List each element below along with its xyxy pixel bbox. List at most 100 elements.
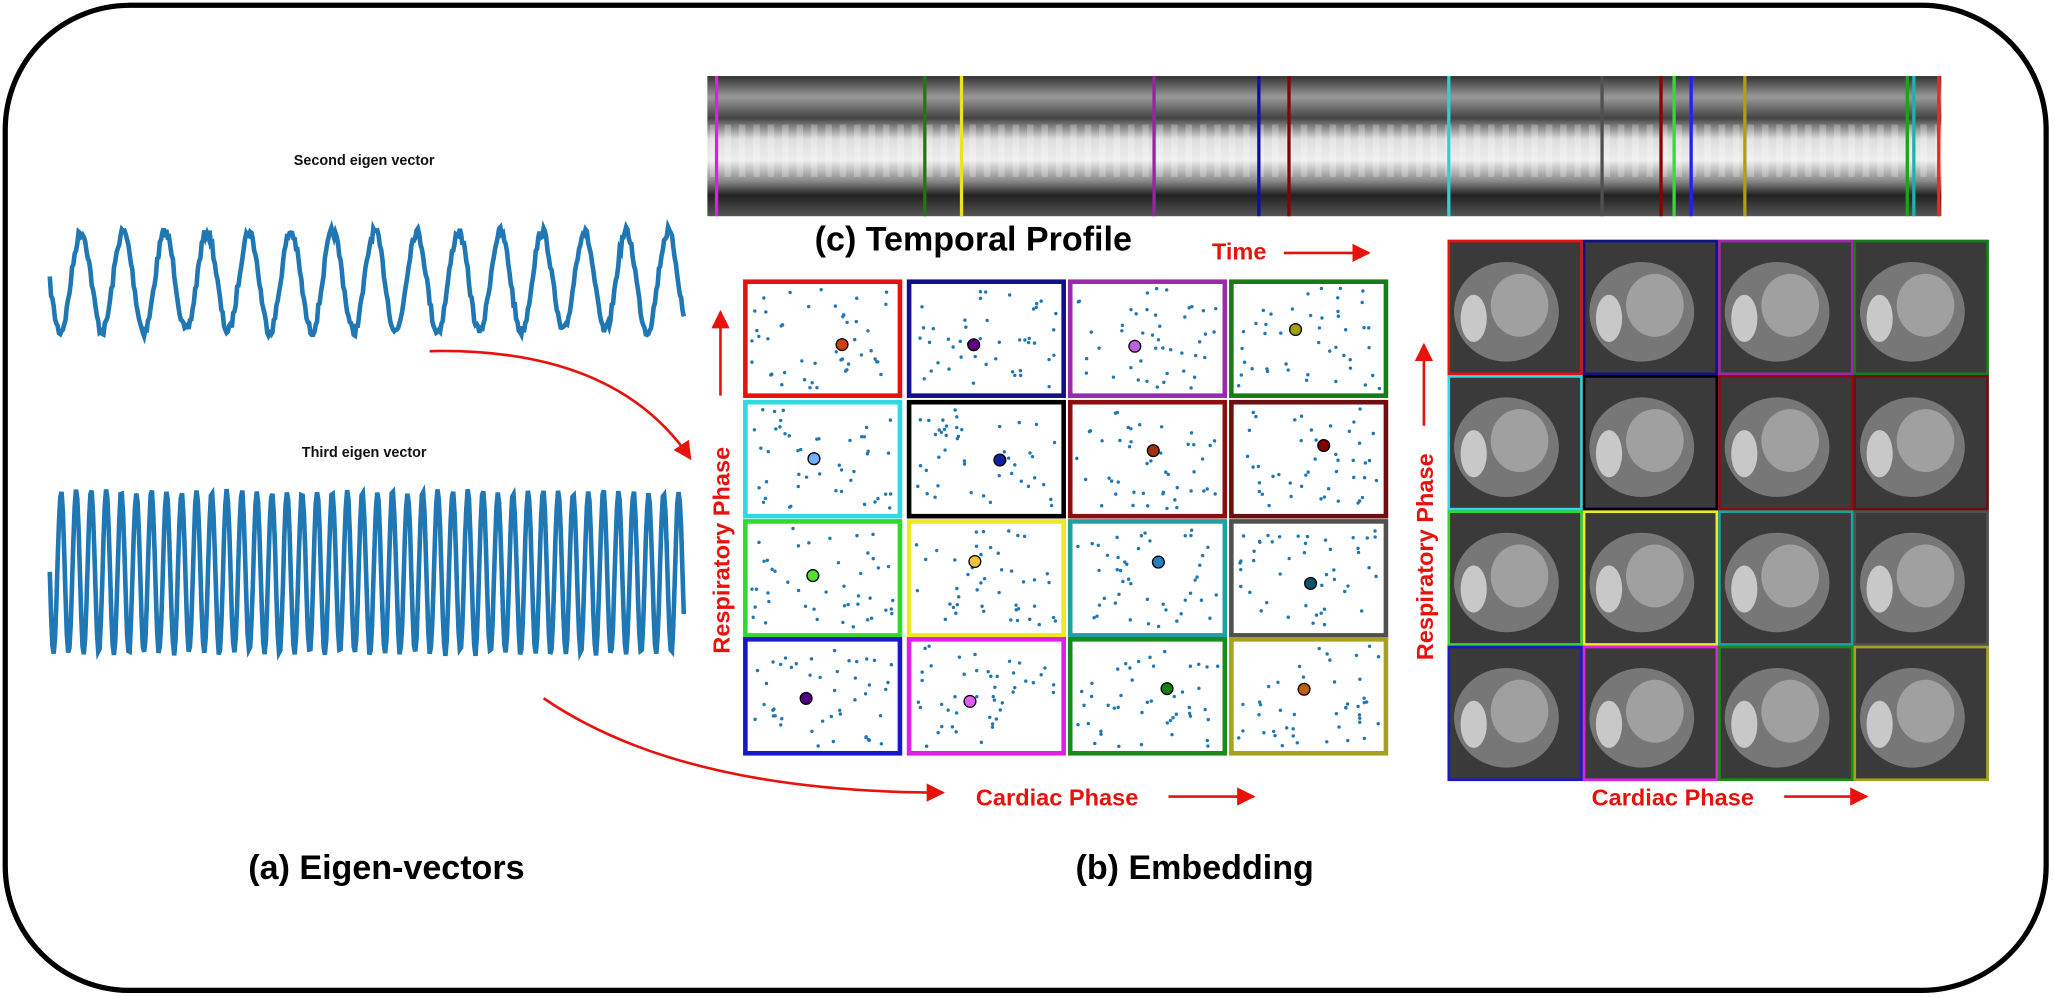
scatter-dot <box>876 496 880 501</box>
scatter-dot <box>1216 664 1220 668</box>
scatter-dot <box>1114 492 1118 496</box>
profile-stripe <box>1733 124 1740 177</box>
scatter-dot <box>763 496 768 501</box>
profile-stripe <box>1661 124 1668 177</box>
scatter-dot <box>1128 618 1132 622</box>
scatter-dot <box>1149 699 1153 703</box>
scatter-dot <box>1346 584 1350 588</box>
scatter-dot <box>1183 534 1187 538</box>
scatter-dot <box>1373 529 1377 533</box>
scatter-dot <box>1129 365 1133 370</box>
scatter-dot <box>1139 742 1144 747</box>
scatter-dot <box>853 676 858 680</box>
scatter-dot <box>1124 661 1128 666</box>
mri-structure <box>1866 565 1893 613</box>
scatter-dot <box>764 310 768 314</box>
scatter-dot <box>1362 476 1367 480</box>
scatter-dot <box>867 683 872 687</box>
scatter-dot <box>1186 442 1190 446</box>
scatter-dot <box>846 602 850 607</box>
scatter-dot <box>1187 705 1191 710</box>
scatter-dot <box>1095 614 1099 618</box>
scatter-dot <box>1208 443 1212 448</box>
scatter-dot <box>918 705 923 710</box>
scatter-dot <box>936 484 940 488</box>
scatter-dot <box>1198 563 1202 567</box>
scatter-dot <box>1320 316 1324 320</box>
scatter-dot <box>1247 428 1252 433</box>
mri-structure <box>1731 565 1758 613</box>
scatter-dot <box>939 430 944 434</box>
scatter-dot <box>978 296 983 301</box>
scatter-dot <box>915 588 920 593</box>
scatter-dot <box>1206 744 1210 748</box>
scatter-dot <box>1000 701 1005 705</box>
scatter-dot <box>834 350 838 354</box>
mri-structure <box>1490 273 1549 337</box>
scatter-dot <box>1123 560 1127 564</box>
profile-stripe <box>1171 124 1178 177</box>
scatter-dot <box>778 418 783 423</box>
scatter-dot <box>1319 611 1323 615</box>
scatter-dot <box>1319 286 1324 291</box>
scatter-dot <box>1320 583 1324 588</box>
profile-stripe <box>1531 124 1538 177</box>
scatter-dot <box>852 469 856 474</box>
scatter-dot <box>767 599 771 604</box>
scatter-dot <box>1236 383 1241 388</box>
scatter-dot <box>979 581 983 585</box>
scatter-dot <box>1045 572 1050 576</box>
scatter-dot <box>1343 328 1348 332</box>
scatter-dot <box>1129 582 1133 586</box>
scatter-dot <box>1037 622 1041 627</box>
scatter-dot <box>838 708 842 712</box>
scatter-dot <box>1097 568 1101 573</box>
scatter-dot <box>1212 330 1216 334</box>
selected-point <box>1317 438 1331 453</box>
profile-stripe <box>1156 124 1164 177</box>
scatter-dot <box>829 714 834 719</box>
scatter-dot <box>1291 727 1295 731</box>
scatter-dot <box>1013 373 1017 378</box>
profile-stripe <box>1228 124 1236 177</box>
scatter-dot <box>1295 741 1299 745</box>
scatter-dot <box>1034 305 1038 310</box>
scatter-dot <box>992 698 997 702</box>
scatter-dot <box>794 662 798 666</box>
mri-structure <box>1731 700 1758 748</box>
scatter-dot <box>1334 452 1338 457</box>
scatter-dot <box>1206 717 1210 722</box>
scatter-dot <box>1145 291 1150 295</box>
scatter-dot <box>876 566 881 570</box>
profile-stripe <box>1632 124 1639 177</box>
scatter-dot <box>1190 304 1194 309</box>
scatter-dot <box>1371 373 1375 378</box>
scatter-dot <box>778 425 782 429</box>
scatter-dot <box>997 424 1002 429</box>
scatter-dot <box>1099 504 1104 508</box>
embedding-cell <box>743 399 903 519</box>
scatter-dot <box>1269 312 1273 316</box>
scatter-dot <box>1034 301 1039 306</box>
profile-stripe <box>1041 124 1048 177</box>
scatter-dot <box>1237 736 1241 740</box>
profile-stripe <box>969 124 976 177</box>
profile-stripe <box>882 124 890 177</box>
scatter-dot <box>1361 289 1365 293</box>
scatter-dot <box>962 672 966 676</box>
scatter-dot <box>978 336 982 341</box>
scatter-dot <box>1106 703 1110 708</box>
scatter-dot <box>1334 345 1338 349</box>
scatter-dot <box>1322 622 1327 627</box>
scatter-dot <box>1189 386 1193 390</box>
scatter-dot <box>1213 492 1217 496</box>
scatter-dot <box>845 320 849 325</box>
waveform <box>47 484 687 661</box>
embedding-cell <box>1067 519 1228 638</box>
scatter-dot <box>1362 696 1366 700</box>
scatter-dot <box>1332 568 1336 572</box>
scatter-dot <box>1254 321 1258 326</box>
scatter-dot <box>1014 603 1018 607</box>
scatter-dot <box>871 532 875 537</box>
scatter-dot <box>1304 378 1309 382</box>
